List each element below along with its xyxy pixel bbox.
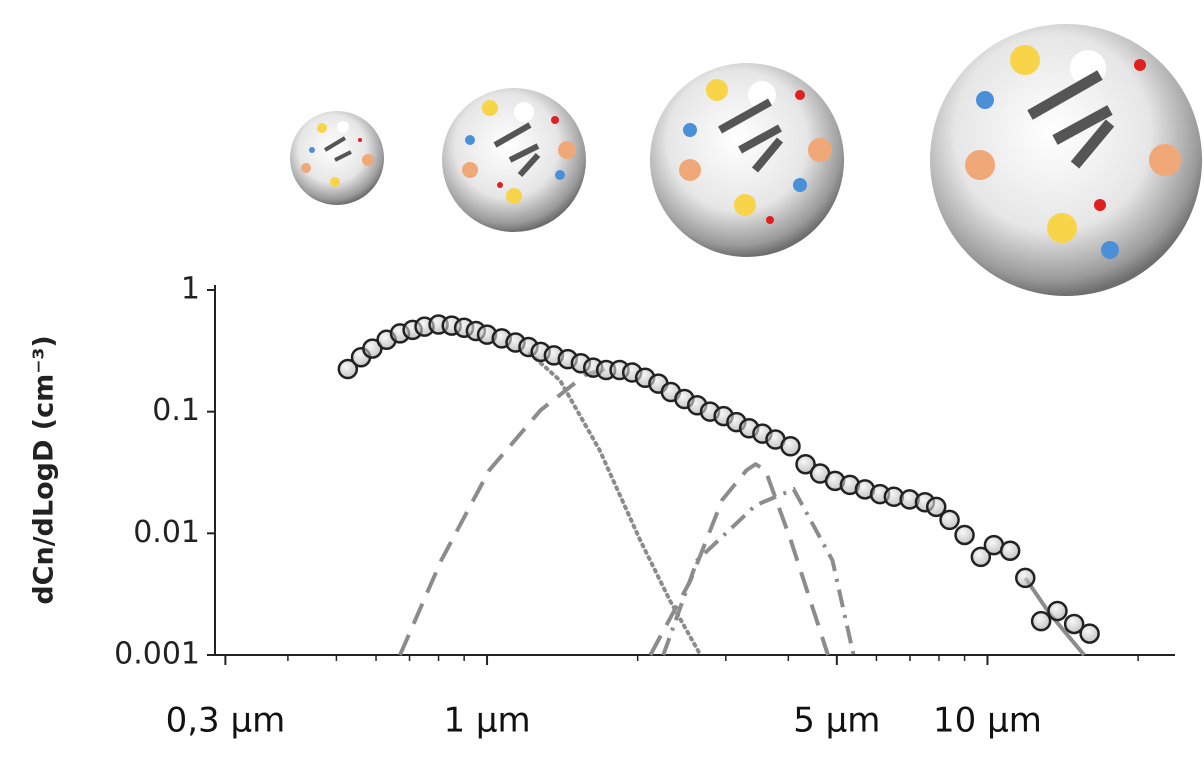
particle-largest [930,24,1202,296]
data-point [1032,612,1050,630]
y-tick-label: 0.01 [133,515,200,550]
particle-small [290,111,384,205]
data-point [1001,542,1019,560]
data-point [1081,625,1099,643]
x-tick-label: 1 µm [443,701,530,741]
data-point [956,526,974,544]
particle-large [650,63,844,257]
data-point [781,437,799,455]
particle-illustrations [290,24,1202,296]
y-tick-label: 0.1 [152,393,200,428]
data-point [1016,569,1034,587]
particle-medium [442,88,586,232]
x-tick-label: 0,3 µm [166,701,286,741]
data-point [1048,602,1066,620]
fit-curve [650,464,828,655]
y-tick-label: 0.001 [114,637,200,672]
data-point [941,511,959,529]
x-tick-label: 10 µm [933,701,1042,741]
fit-curve [663,489,853,655]
x-tick-label: 5 µm [793,701,880,741]
y-axis-title: dCn/dLogD (cm⁻³) [29,335,60,604]
y-tick-label: 1 [181,272,200,307]
chart: dCn/dLogD (cm⁻³) 1 0.1 0.01 0.001 0,3 µm 1 µm… [0,0,1204,757]
